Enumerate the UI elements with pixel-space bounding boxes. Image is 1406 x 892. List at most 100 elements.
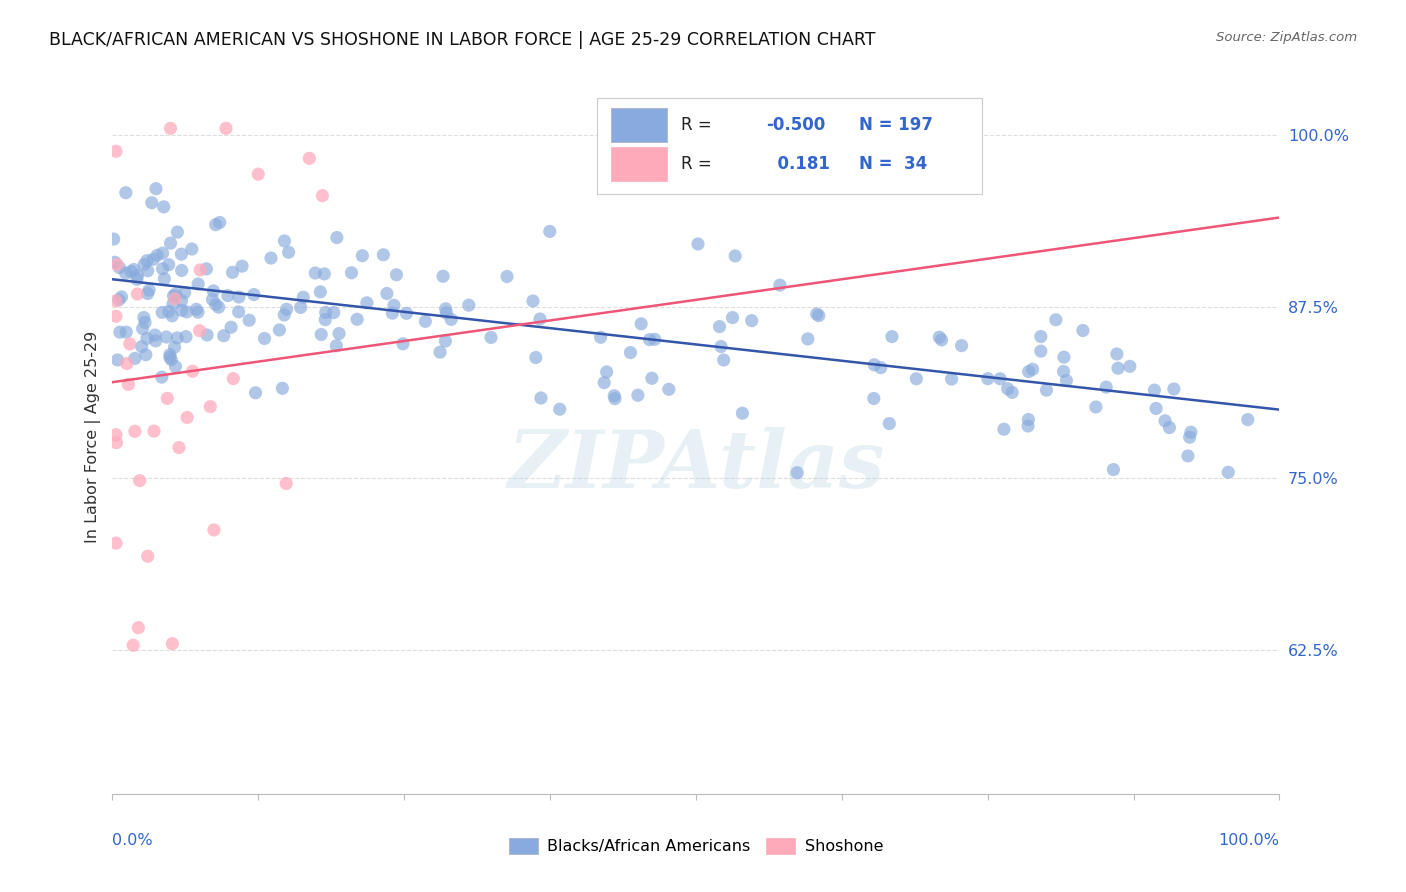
Point — [741, 313, 763, 327]
Point — [276, 302, 298, 317]
Legend: Blacks/African Americans, Shoshone: Blacks/African Americans, Shoshone — [502, 832, 890, 861]
Point — [434, 334, 457, 348]
Point — [138, 283, 160, 297]
Point — [638, 333, 661, 347]
Point — [326, 230, 349, 244]
Point — [132, 310, 155, 325]
Point — [415, 314, 437, 328]
Point — [150, 305, 173, 319]
Point — [174, 329, 197, 343]
Point — [1163, 382, 1185, 396]
Point — [603, 392, 626, 406]
Point — [107, 353, 129, 368]
Point — [1017, 412, 1039, 426]
Text: 0.181: 0.181 — [766, 155, 830, 173]
Text: N = 197: N = 197 — [859, 116, 934, 134]
Point — [440, 312, 463, 326]
Point — [619, 345, 641, 359]
Point — [157, 258, 180, 272]
Point — [176, 410, 198, 425]
FancyBboxPatch shape — [610, 146, 666, 181]
Point — [208, 215, 231, 229]
Text: 0.0%: 0.0% — [112, 833, 153, 847]
Point — [124, 351, 146, 366]
Point — [786, 466, 808, 480]
Point — [115, 325, 138, 339]
Point — [322, 305, 344, 319]
Point — [104, 427, 127, 442]
Point — [260, 251, 283, 265]
Point — [159, 121, 181, 136]
Point — [201, 293, 224, 307]
Point — [905, 372, 928, 386]
Y-axis label: In Labor Force | Age 25-29: In Labor Force | Age 25-29 — [86, 331, 101, 543]
Point — [524, 351, 547, 365]
Point — [204, 218, 226, 232]
Point — [114, 186, 136, 200]
Point — [1053, 350, 1076, 364]
Point — [176, 305, 198, 319]
Point — [309, 327, 332, 342]
Point — [157, 304, 180, 318]
Point — [115, 356, 138, 370]
Point — [328, 326, 350, 341]
Point — [187, 277, 209, 291]
Point — [134, 258, 156, 272]
Point — [457, 298, 479, 312]
Point — [641, 371, 664, 385]
Point — [1052, 364, 1074, 378]
Point — [304, 266, 326, 280]
Point — [212, 328, 235, 343]
Point — [429, 345, 451, 359]
Point — [156, 392, 179, 406]
Text: R =: R = — [681, 116, 711, 134]
Point — [142, 252, 165, 267]
Point — [127, 268, 149, 283]
Point — [769, 278, 792, 293]
Point — [204, 297, 226, 311]
Point — [1178, 430, 1201, 444]
Point — [928, 330, 950, 344]
Point — [170, 303, 193, 318]
FancyBboxPatch shape — [596, 98, 981, 194]
Point — [228, 290, 250, 304]
Point — [731, 406, 754, 420]
Point — [797, 332, 820, 346]
Point — [146, 248, 169, 262]
Point — [434, 306, 457, 320]
Point — [219, 320, 242, 334]
Point — [630, 317, 652, 331]
Point — [136, 286, 159, 301]
Point — [627, 388, 650, 402]
Point — [538, 224, 561, 238]
Point — [114, 266, 136, 280]
Point — [395, 306, 418, 320]
Point — [127, 621, 149, 635]
Point — [120, 264, 142, 278]
Point — [1180, 425, 1202, 440]
Point — [1095, 380, 1118, 394]
Point — [159, 351, 181, 365]
Point — [276, 476, 298, 491]
Point — [105, 293, 128, 308]
Point — [269, 323, 291, 337]
Point — [298, 151, 321, 165]
Point — [152, 246, 174, 260]
Point — [1143, 383, 1166, 397]
Point — [1018, 365, 1040, 379]
Point — [155, 330, 177, 344]
Point — [1071, 324, 1094, 338]
Point — [381, 306, 404, 320]
Point — [103, 232, 125, 246]
Point — [977, 372, 1000, 386]
Point — [125, 272, 148, 286]
Point — [589, 330, 612, 344]
Point — [150, 370, 173, 384]
Point — [228, 305, 250, 319]
Point — [315, 305, 337, 319]
Point — [1236, 412, 1258, 426]
Point — [165, 287, 187, 301]
Point — [290, 301, 312, 315]
Point — [173, 285, 195, 300]
Point — [721, 310, 744, 325]
